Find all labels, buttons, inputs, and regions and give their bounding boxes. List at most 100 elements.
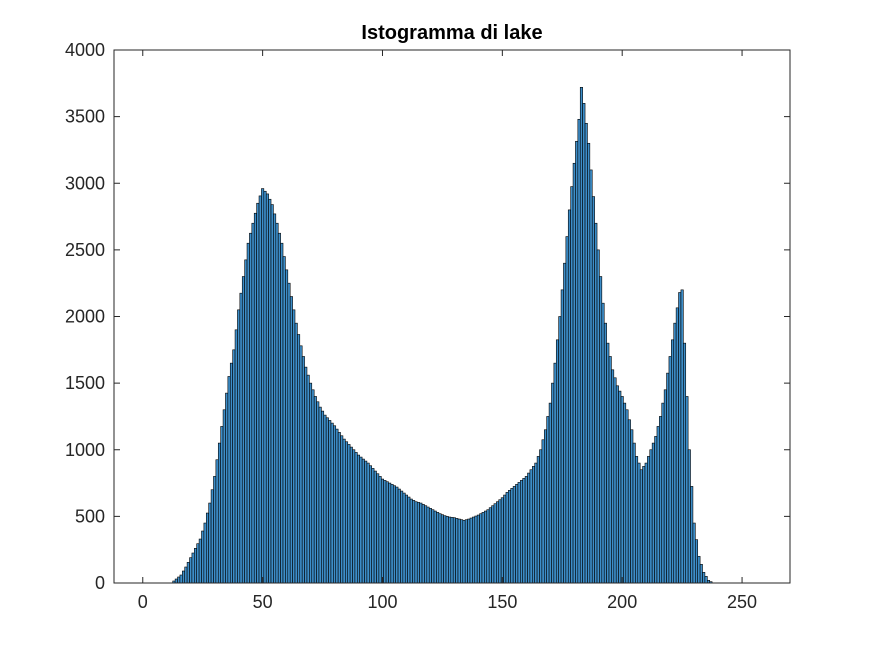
histogram-bar (196, 543, 200, 584)
histogram-bar (695, 539, 699, 584)
histogram-bar (505, 492, 509, 584)
histogram-bar (217, 442, 221, 584)
histogram-bar (297, 334, 301, 584)
histogram-bar (304, 366, 308, 584)
y-tick-label: 1000 (65, 440, 105, 460)
histogram-bar (623, 402, 627, 584)
histogram-bar (261, 188, 265, 584)
histogram-bar (699, 564, 703, 584)
histogram-bar (625, 409, 629, 584)
histogram-bar (263, 190, 267, 584)
histogram-bar (189, 557, 193, 584)
x-tick-label: 50 (253, 592, 273, 612)
histogram-bar (265, 193, 269, 584)
histogram-bar (450, 517, 454, 584)
histogram-bar (455, 518, 459, 584)
histogram-bar (373, 470, 377, 584)
histogram-bar (541, 439, 545, 584)
histogram-bar (436, 512, 440, 584)
histogram-bar (364, 460, 368, 584)
histogram-bar (639, 469, 643, 584)
histogram-bar (258, 195, 262, 584)
histogram-bar (342, 438, 346, 584)
histogram-bar (203, 522, 207, 584)
histogram-bar (337, 432, 341, 584)
histogram-bar (620, 396, 624, 584)
histogram-bar (244, 259, 248, 584)
histogram-bar (352, 449, 356, 584)
histogram-bar (481, 512, 485, 584)
histogram-bar (637, 462, 641, 584)
histogram-bar (366, 462, 370, 584)
histogram-bar (194, 548, 198, 584)
histogram-bar (390, 484, 394, 584)
histogram-bar (241, 276, 245, 584)
histogram-bar (613, 377, 617, 584)
histogram-bar (496, 501, 500, 584)
chart-title: Istogramma di lake (361, 22, 542, 44)
histogram-bar (520, 480, 524, 584)
histogram-bar (508, 490, 512, 584)
histogram-bar (409, 498, 413, 584)
histogram-bar (666, 372, 670, 584)
histogram-bar (596, 249, 600, 584)
histogram-bar (685, 396, 689, 584)
histogram-bar (611, 369, 615, 584)
histogram-bar (404, 494, 408, 584)
histogram-bar (246, 242, 250, 584)
histogram-bar (277, 232, 281, 584)
histogram-bar (697, 556, 701, 584)
histogram-bar (287, 282, 291, 584)
histogram-bar (472, 516, 476, 584)
histogram-bar (428, 508, 432, 584)
histogram-bar (273, 213, 277, 584)
x-tick-label: 250 (727, 592, 757, 612)
histogram-bar (558, 316, 562, 584)
histogram-bar (232, 349, 236, 584)
histogram-bar (668, 356, 672, 584)
histogram-bar (215, 459, 219, 584)
histogram-bar (524, 476, 528, 584)
histogram-bar (414, 501, 418, 584)
histogram-bar (500, 497, 504, 584)
histogram-bar (464, 519, 468, 584)
histogram-bar (543, 429, 547, 584)
histogram-bar (493, 503, 497, 584)
histogram-bar (651, 442, 655, 584)
histogram-bar (251, 222, 255, 584)
histogram-bar (560, 289, 564, 584)
histogram-bar (301, 356, 305, 584)
histogram-bar (402, 492, 406, 584)
histogram-bar (589, 169, 593, 584)
histogram-bar (615, 385, 619, 584)
histogram-bar (462, 520, 466, 584)
histogram-bar (385, 481, 389, 584)
histogram-bar (632, 442, 636, 584)
histogram-bar (467, 518, 471, 584)
histogram-bar (702, 572, 706, 584)
histogram-bar (419, 502, 423, 584)
histogram-bar (299, 345, 303, 584)
histogram-bar (313, 396, 317, 584)
y-axis-ticks: 0 500 1000 1500 2000 2500 3000 3500 4000 (65, 40, 790, 593)
histogram-bar (553, 362, 557, 584)
histogram-bar (656, 426, 660, 584)
histogram-bar (618, 390, 622, 584)
histogram-bar (587, 142, 591, 584)
histogram-bar (213, 476, 217, 584)
histogram-bar (517, 482, 521, 584)
histogram-bar (412, 500, 416, 584)
histogram-bar (282, 256, 286, 584)
x-axis-ticks: 0 50 100 150 200 250 (138, 50, 757, 612)
histogram-bar (400, 490, 404, 584)
histogram-bar (603, 322, 607, 584)
histogram-bar (448, 516, 452, 584)
histogram-bar (474, 515, 478, 584)
histogram-bar (325, 417, 329, 584)
y-tick-label: 3000 (65, 173, 105, 193)
histogram-bar (584, 122, 588, 584)
histogram-bar (361, 458, 365, 584)
histogram-bar (565, 236, 569, 584)
histogram-bar (220, 426, 224, 584)
histogram-bar (323, 414, 327, 584)
